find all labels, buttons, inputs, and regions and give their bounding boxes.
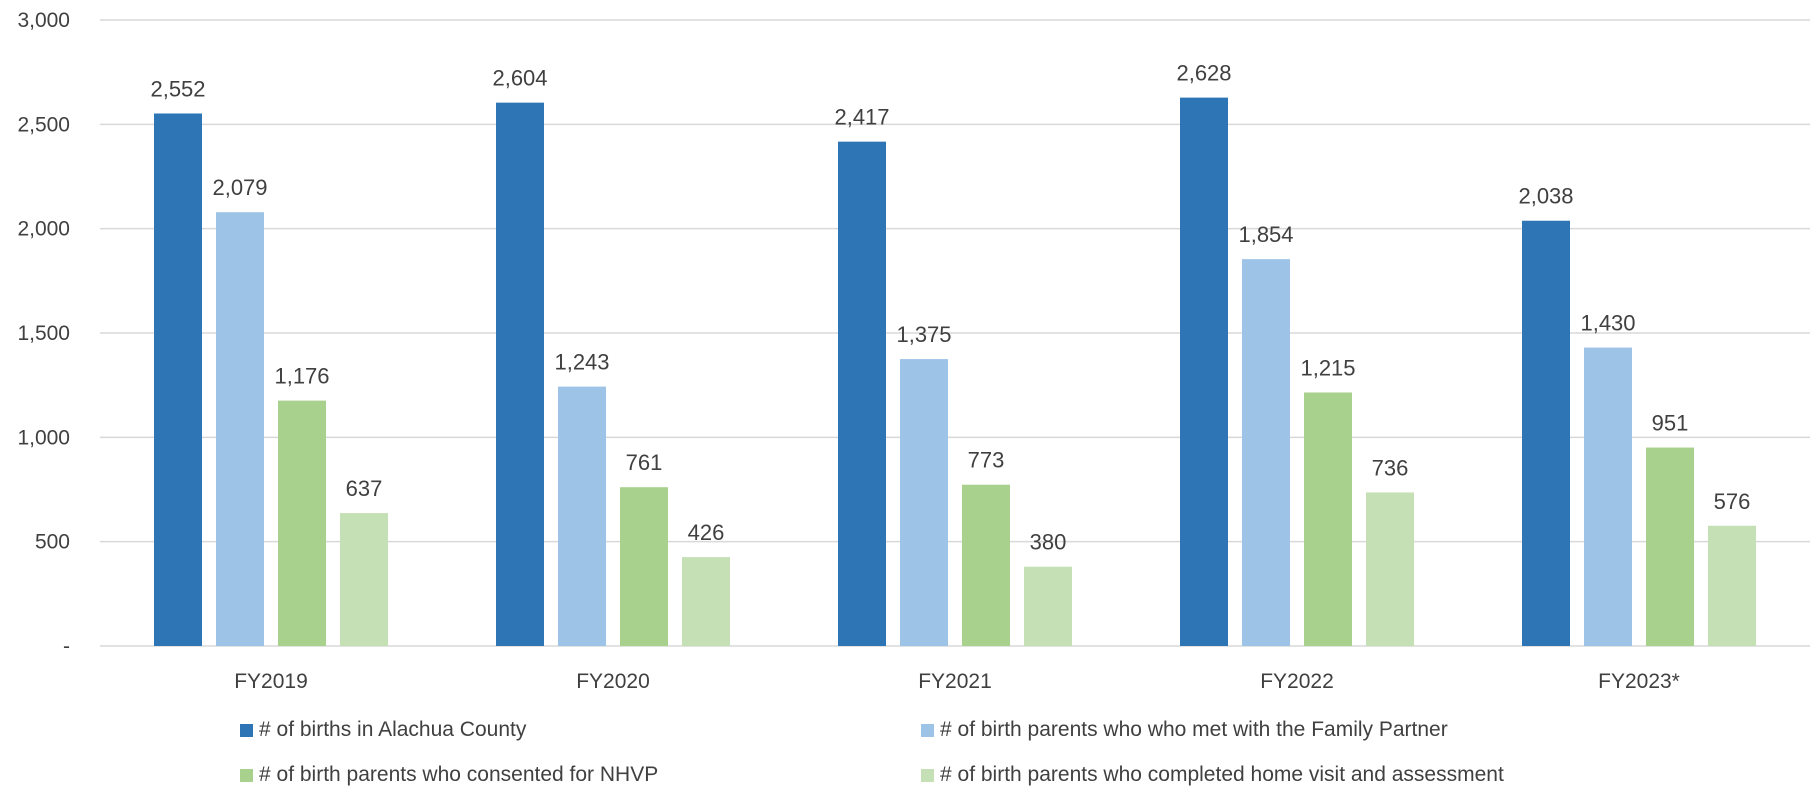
- legend-label: # of birth parents who consented for NHV…: [259, 763, 659, 786]
- legend-swatch: [921, 723, 934, 737]
- bar: [1366, 492, 1414, 646]
- data-label: 2,604: [492, 66, 547, 91]
- data-label: 380: [1030, 530, 1067, 555]
- x-tick-label: FY2022: [1260, 670, 1334, 693]
- data-label: 426: [688, 520, 725, 545]
- data-label: 951: [1652, 411, 1689, 436]
- bar: [1024, 566, 1072, 646]
- data-label: 1,375: [896, 322, 951, 347]
- bar: [1304, 392, 1352, 646]
- bar: [340, 513, 388, 646]
- data-label: 1,176: [274, 364, 329, 389]
- y-tick-label: 3,000: [17, 9, 70, 32]
- bar: [1708, 525, 1756, 646]
- y-tick-label: 1,500: [17, 322, 70, 345]
- legend-label: # of births in Alachua County: [259, 718, 527, 741]
- legend-swatch: [240, 723, 253, 737]
- x-tick-label: FY2023*: [1598, 670, 1680, 693]
- y-tick-label: 1,000: [17, 426, 70, 449]
- bar: [682, 557, 730, 646]
- bar: [216, 212, 264, 646]
- bar: [1180, 97, 1228, 646]
- legend-item-completed-home-visit: # of birth parents who completed home vi…: [921, 763, 1504, 787]
- bar: [1646, 447, 1694, 646]
- data-label: 576: [1714, 489, 1751, 514]
- bar: [278, 400, 326, 646]
- data-label: 1,430: [1580, 311, 1635, 336]
- legend-swatch: [240, 768, 253, 782]
- x-tick-label: FY2019: [234, 670, 308, 693]
- bar: [154, 113, 202, 646]
- x-tick-label: FY2021: [918, 670, 992, 693]
- legend-item-births: # of births in Alachua County: [240, 718, 526, 742]
- data-label: 2,079: [212, 175, 267, 200]
- x-tick-label: FY2020: [576, 670, 650, 693]
- legend-item-consented-nhvp: # of birth parents who consented for NHV…: [240, 763, 658, 787]
- data-label: 1,854: [1238, 222, 1293, 247]
- legend-label: # of birth parents who who met with the …: [940, 718, 1448, 741]
- bar: [558, 386, 606, 646]
- data-label: 2,417: [834, 105, 889, 130]
- bars: [154, 97, 1756, 647]
- data-label: 1,243: [554, 350, 609, 375]
- bar: [1242, 259, 1290, 646]
- bar: [838, 141, 886, 647]
- legend-label: # of birth parents who completed home vi…: [940, 763, 1504, 786]
- data-labels: 2,552 2,079 1,176 637 2,604 1,243 761 426 2,417 1…: [150, 61, 1750, 555]
- bar: [900, 359, 948, 646]
- data-label: 773: [968, 448, 1005, 473]
- data-label: 1,215: [1300, 355, 1355, 380]
- bar: [1584, 347, 1632, 646]
- legend-swatch: [921, 768, 934, 782]
- data-label: 736: [1372, 455, 1409, 480]
- data-label: 637: [346, 476, 383, 501]
- y-tick-label: -: [63, 635, 70, 658]
- data-label: 2,628: [1176, 61, 1231, 86]
- bar: [496, 102, 544, 646]
- data-label: 761: [626, 450, 663, 475]
- y-tick-label: 500: [35, 531, 70, 554]
- data-label: 2,552: [150, 76, 205, 101]
- data-label: 2,038: [1518, 184, 1573, 209]
- bar: [962, 484, 1010, 646]
- y-tick-label: 2,500: [17, 113, 70, 136]
- bar: [620, 487, 668, 646]
- y-tick-label: 2,000: [17, 218, 70, 241]
- bar: [1522, 220, 1570, 646]
- legend-item-met-family-partner: # of birth parents who who met with the …: [921, 718, 1448, 742]
- axes: - 500 1,000 1,500 2,000 2,500 3,000 FY2019 FY202…: [17, 9, 1679, 693]
